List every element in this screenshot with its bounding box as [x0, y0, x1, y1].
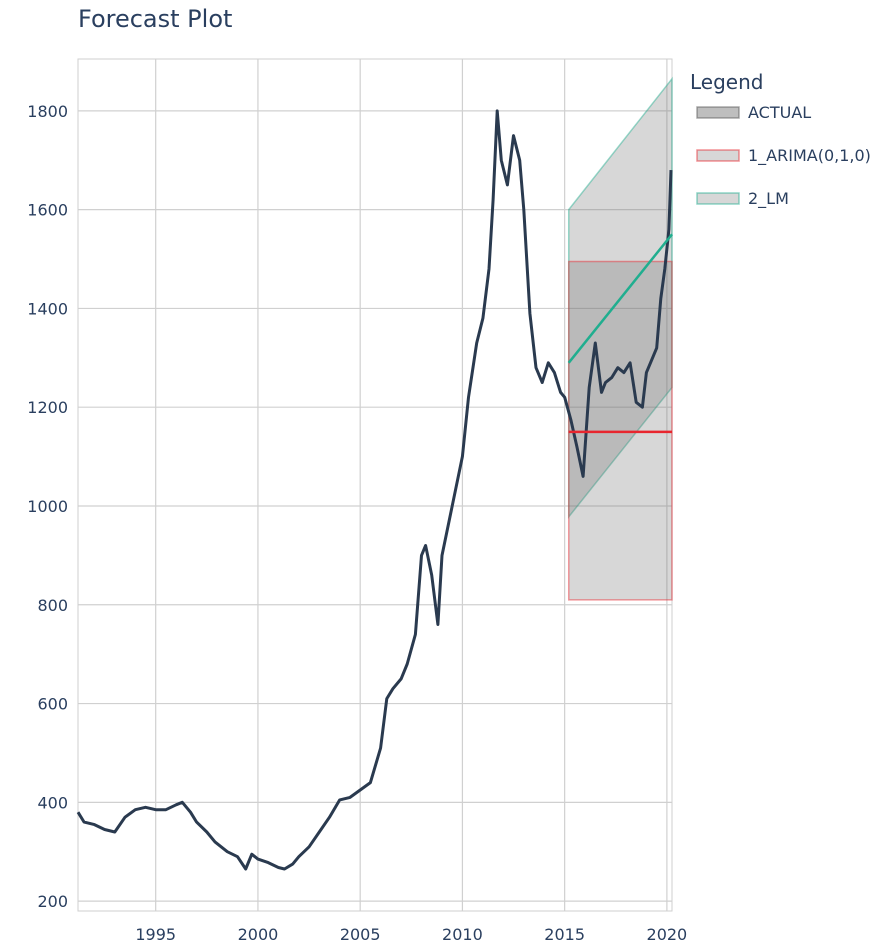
y-tick-label: 800	[37, 596, 68, 615]
y-tick-label: 1600	[27, 201, 68, 220]
legend-label: 1_ARIMA(0,1,0)	[748, 146, 871, 166]
plot-area	[76, 58, 673, 912]
legend-swatch	[696, 106, 740, 119]
legend-item[interactable]: 1_ARIMA(0,1,0)	[696, 146, 871, 166]
chart-title: Forecast Plot	[78, 5, 232, 33]
legend[interactable]: Legend ACTUAL 1_ARIMA(0,1,0) 2_LM	[690, 70, 871, 209]
y-tick-label: 600	[37, 695, 68, 714]
y-tick-label: 1000	[27, 497, 68, 516]
x-tick-label: 2005	[340, 925, 381, 944]
series-line-actual	[76, 109, 673, 871]
legend-label: ACTUAL	[748, 103, 811, 122]
y-tick-label: 1400	[27, 299, 68, 318]
x-tick-label: 2020	[647, 925, 688, 944]
x-tick-label: 2000	[238, 925, 279, 944]
legend-item[interactable]: ACTUAL	[696, 103, 811, 122]
legend-swatch	[696, 192, 740, 205]
y-tick-label: 1800	[27, 102, 68, 121]
y-tick-label: 200	[37, 892, 68, 911]
legend-items[interactable]: ACTUAL 1_ARIMA(0,1,0) 2_LM	[696, 103, 871, 209]
y-tick-label: 400	[37, 793, 68, 812]
grid	[78, 59, 672, 911]
legend-item[interactable]: 2_LM	[696, 189, 789, 209]
x-tick-label: 2010	[442, 925, 483, 944]
series-lines	[76, 109, 673, 871]
legend-label: 2_LM	[748, 189, 789, 209]
series-line-lm	[567, 233, 673, 364]
x-tick-label: 2015	[544, 925, 585, 944]
legend-title: Legend	[690, 70, 763, 94]
y-axis: 200 400 600 800 1000 1200 1400 1600 1800	[27, 102, 68, 911]
x-axis: 1995 2000 2005 2010 2015 2020	[135, 925, 687, 944]
legend-swatch	[696, 149, 740, 162]
x-tick-label: 1995	[135, 925, 176, 944]
y-tick-label: 1200	[27, 398, 68, 417]
